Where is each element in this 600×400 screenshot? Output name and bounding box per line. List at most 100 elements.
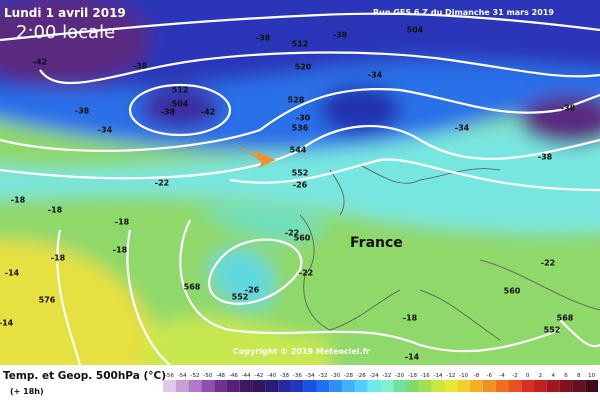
legend-title: Temp. et Geop. 500hPa (°C) xyxy=(3,370,166,382)
scale-label: -40 xyxy=(267,373,276,379)
scale-cell xyxy=(546,380,560,392)
scale-label: -44 xyxy=(242,373,251,379)
contour-label: 560 xyxy=(504,287,521,296)
scale-label: -20 xyxy=(395,373,404,379)
scale-label: -34 xyxy=(306,373,315,379)
country: France xyxy=(350,235,403,251)
contour-label: -14 xyxy=(5,269,20,278)
contour-label: 504 xyxy=(172,100,189,109)
scale-label: -12 xyxy=(446,373,455,379)
scale-label: -10 xyxy=(459,373,468,379)
scale-label: -56 xyxy=(165,373,174,379)
scale-label: -22 xyxy=(382,373,391,379)
contour-label: 560 xyxy=(294,234,311,243)
scale-cell xyxy=(572,380,586,392)
scale-label: -28 xyxy=(344,373,353,379)
scale-cell xyxy=(482,380,496,392)
contour-label: -18 xyxy=(115,218,130,227)
scale-label: 0 xyxy=(526,373,530,379)
scale-cell xyxy=(354,380,368,392)
contour-label: 528 xyxy=(288,96,305,105)
contour-label: -34 xyxy=(455,124,470,133)
contour-label: -38 xyxy=(75,107,90,116)
contour-label: -22 xyxy=(541,259,555,268)
scale-cell xyxy=(201,380,215,392)
arrow xyxy=(233,143,276,168)
contour-label: -30 xyxy=(296,114,311,123)
temperature-field xyxy=(0,0,600,380)
scale-cell xyxy=(226,380,240,392)
contour-label: -26 xyxy=(245,286,260,295)
date: Lundi 1 avril 2019 xyxy=(4,6,126,20)
scale-cell xyxy=(329,380,343,392)
local-time: 2:00 locale xyxy=(16,22,115,43)
contour-label: -18 xyxy=(113,246,128,255)
scale-label: -4 xyxy=(499,373,505,379)
scale-cell xyxy=(521,380,535,392)
scale-label: -16 xyxy=(421,373,430,379)
scale-label: 10 xyxy=(588,373,595,379)
contour-label: -26 xyxy=(293,181,308,190)
contour-lines xyxy=(0,12,600,366)
contour-label: -22 xyxy=(299,269,313,278)
scale-label: 4 xyxy=(551,373,555,379)
scale-label: -32 xyxy=(318,373,327,379)
scale-label: -48 xyxy=(216,373,225,379)
scale-label: -54 xyxy=(178,373,187,379)
contour-label: -18 xyxy=(48,206,63,215)
scale-cell xyxy=(316,380,330,392)
contour-label: 552 xyxy=(292,169,309,178)
scale-label: -24 xyxy=(370,373,379,379)
scale-cell xyxy=(495,380,509,392)
scale-cell xyxy=(534,380,547,392)
contour-label: 576 xyxy=(39,296,56,305)
scale-cell xyxy=(278,380,291,392)
scale-label: 2 xyxy=(539,373,543,379)
scale-cell xyxy=(175,380,189,392)
scale-cell xyxy=(559,380,573,392)
scale-cell xyxy=(444,380,458,392)
scale-label: -30 xyxy=(331,373,340,379)
contour-label: -22 xyxy=(155,179,169,188)
scale-cell xyxy=(380,380,394,392)
scale-cell xyxy=(367,380,381,392)
contour-label: -42 xyxy=(201,108,215,117)
contour-label: 552 xyxy=(544,326,561,335)
run-info: Run GFS 6 Z du Dimanche 31 mars 2019 xyxy=(373,8,554,17)
scale-label: -50 xyxy=(203,373,212,379)
contour-label: -22 xyxy=(285,229,299,238)
contour-label: -38 xyxy=(161,108,176,117)
contour-label: 568 xyxy=(184,283,201,292)
scale-cell xyxy=(470,380,483,392)
contour-label: -38 xyxy=(133,62,148,71)
contour-label: -14 xyxy=(0,319,14,328)
contour-label: -42 xyxy=(33,58,47,67)
contour-label: 520 xyxy=(295,63,312,72)
scale-label: -14 xyxy=(434,373,443,379)
contour-label: 512 xyxy=(172,86,189,95)
scale-cell xyxy=(457,380,471,392)
scale-cell xyxy=(290,380,304,392)
lead-time: (+ 18h) xyxy=(10,387,44,396)
scale-label: -46 xyxy=(229,373,238,379)
contour-label: -18 xyxy=(403,314,418,323)
contour-label: -38 xyxy=(256,34,271,43)
scale-cell xyxy=(393,380,407,392)
scale-cell xyxy=(585,380,598,392)
scale-cell xyxy=(239,380,253,392)
contour-label: -14 xyxy=(405,353,420,362)
scale-label: -8 xyxy=(474,373,480,379)
scale-label: 8 xyxy=(577,373,581,379)
contour-label: 512 xyxy=(292,40,309,49)
scale-cell xyxy=(188,380,202,392)
scale-cell xyxy=(252,380,266,392)
contour-label: -18 xyxy=(11,196,26,205)
contour-label: -18 xyxy=(51,254,66,263)
contour-label: -34 xyxy=(98,126,113,135)
scale-cell xyxy=(342,380,355,392)
scale-label: -18 xyxy=(408,373,417,379)
scale-label: -42 xyxy=(254,373,263,379)
scale-cell xyxy=(406,380,419,392)
